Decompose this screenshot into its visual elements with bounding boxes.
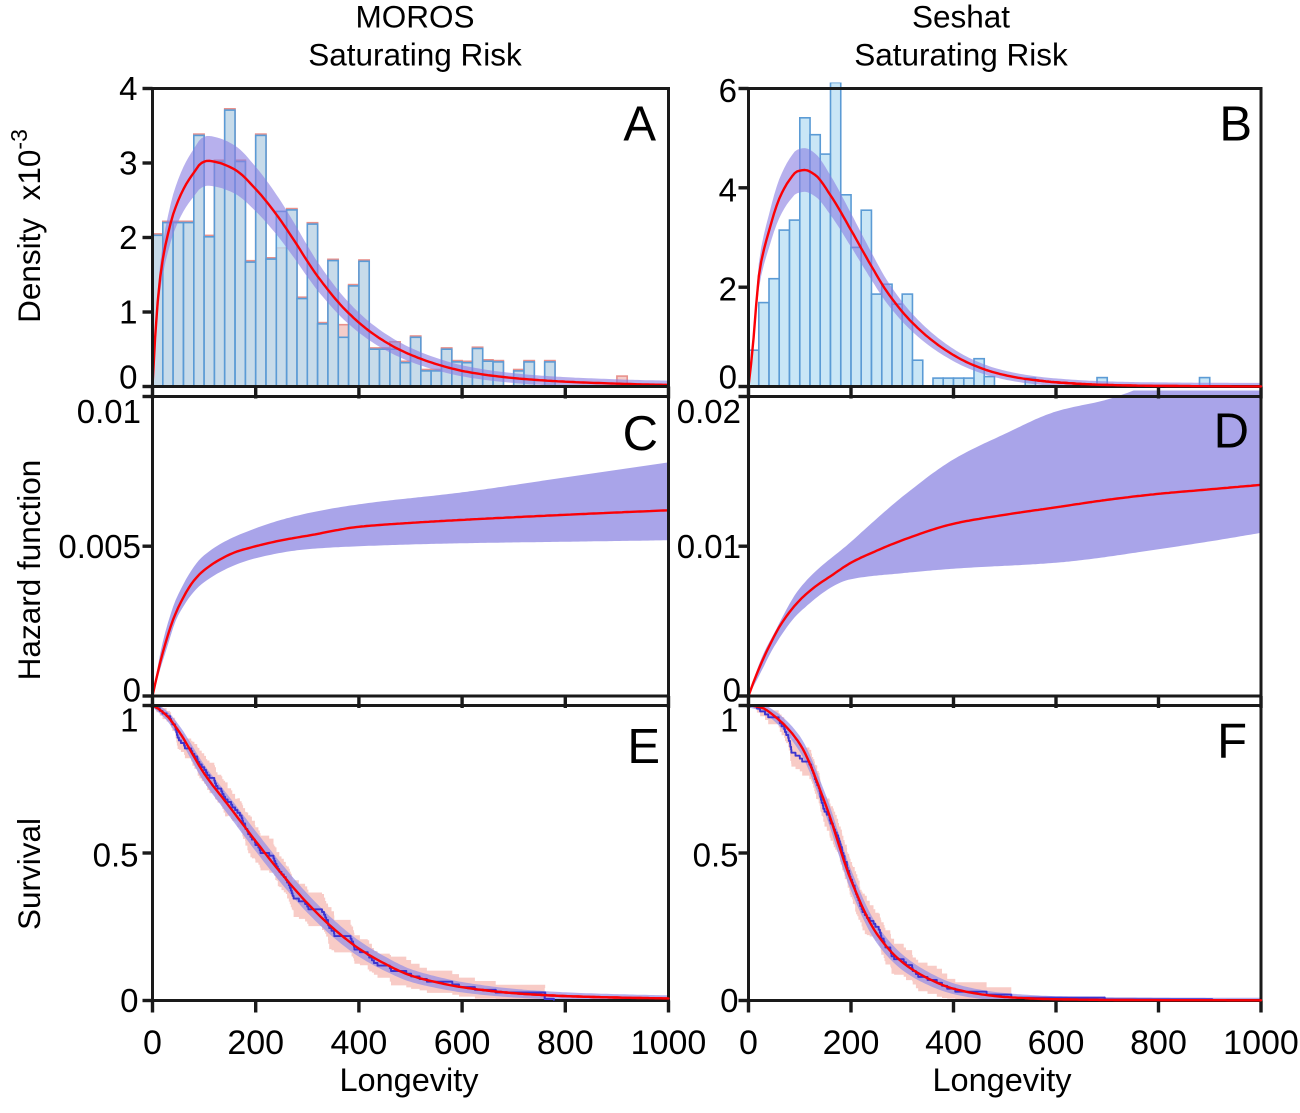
svg-text:0: 0 <box>719 359 737 396</box>
svg-text:4: 4 <box>119 70 137 107</box>
svg-text:0.5: 0.5 <box>93 837 139 874</box>
svg-text:0: 0 <box>143 1024 162 1062</box>
svg-text:Hazard function: Hazard function <box>11 460 47 681</box>
svg-text:D: D <box>1214 405 1249 459</box>
svg-text:800: 800 <box>537 1024 594 1062</box>
svg-text:Density x10-3: Density x10-3 <box>6 129 47 323</box>
svg-text:0.01: 0.01 <box>77 393 141 430</box>
svg-text:4: 4 <box>719 171 737 208</box>
svg-text:0: 0 <box>739 1024 758 1062</box>
svg-text:MOROS: MOROS <box>355 0 474 35</box>
svg-text:Saturating Risk: Saturating Risk <box>308 37 522 73</box>
svg-text:Longevity: Longevity <box>932 1062 1072 1098</box>
svg-text:0: 0 <box>119 359 137 396</box>
svg-text:200: 200 <box>823 1024 880 1062</box>
svg-text:Longevity: Longevity <box>339 1062 479 1098</box>
svg-text:0: 0 <box>720 982 738 1019</box>
svg-text:0: 0 <box>120 982 138 1019</box>
svg-text:1: 1 <box>119 294 137 331</box>
svg-text:200: 200 <box>227 1024 284 1062</box>
svg-text:0.005: 0.005 <box>58 528 141 565</box>
svg-text:1: 1 <box>720 702 738 739</box>
svg-text:1000: 1000 <box>1223 1024 1299 1062</box>
svg-text:600: 600 <box>434 1024 491 1062</box>
svg-text:800: 800 <box>1130 1024 1187 1062</box>
svg-text:6: 6 <box>719 72 737 109</box>
svg-text:0.01: 0.01 <box>677 528 741 565</box>
svg-text:F: F <box>1217 715 1247 769</box>
svg-text:2: 2 <box>119 219 137 256</box>
svg-text:1000: 1000 <box>631 1024 707 1062</box>
svg-text:600: 600 <box>1028 1024 1085 1062</box>
svg-text:Survival: Survival <box>11 818 47 930</box>
svg-text:400: 400 <box>331 1024 388 1062</box>
svg-text:2: 2 <box>719 271 737 308</box>
svg-text:0: 0 <box>123 672 141 709</box>
svg-text:E: E <box>627 720 660 774</box>
svg-text:400: 400 <box>925 1024 982 1062</box>
svg-text:C: C <box>623 407 658 461</box>
svg-text:Saturating Risk: Saturating Risk <box>854 37 1068 73</box>
svg-text:0: 0 <box>723 672 741 709</box>
svg-text:0.5: 0.5 <box>693 837 739 874</box>
svg-text:1: 1 <box>120 702 138 739</box>
svg-text:Seshat: Seshat <box>912 0 1010 35</box>
svg-text:A: A <box>623 98 656 152</box>
svg-text:B: B <box>1219 98 1252 152</box>
svg-text:0.02: 0.02 <box>677 393 741 430</box>
svg-text:3: 3 <box>119 145 137 182</box>
